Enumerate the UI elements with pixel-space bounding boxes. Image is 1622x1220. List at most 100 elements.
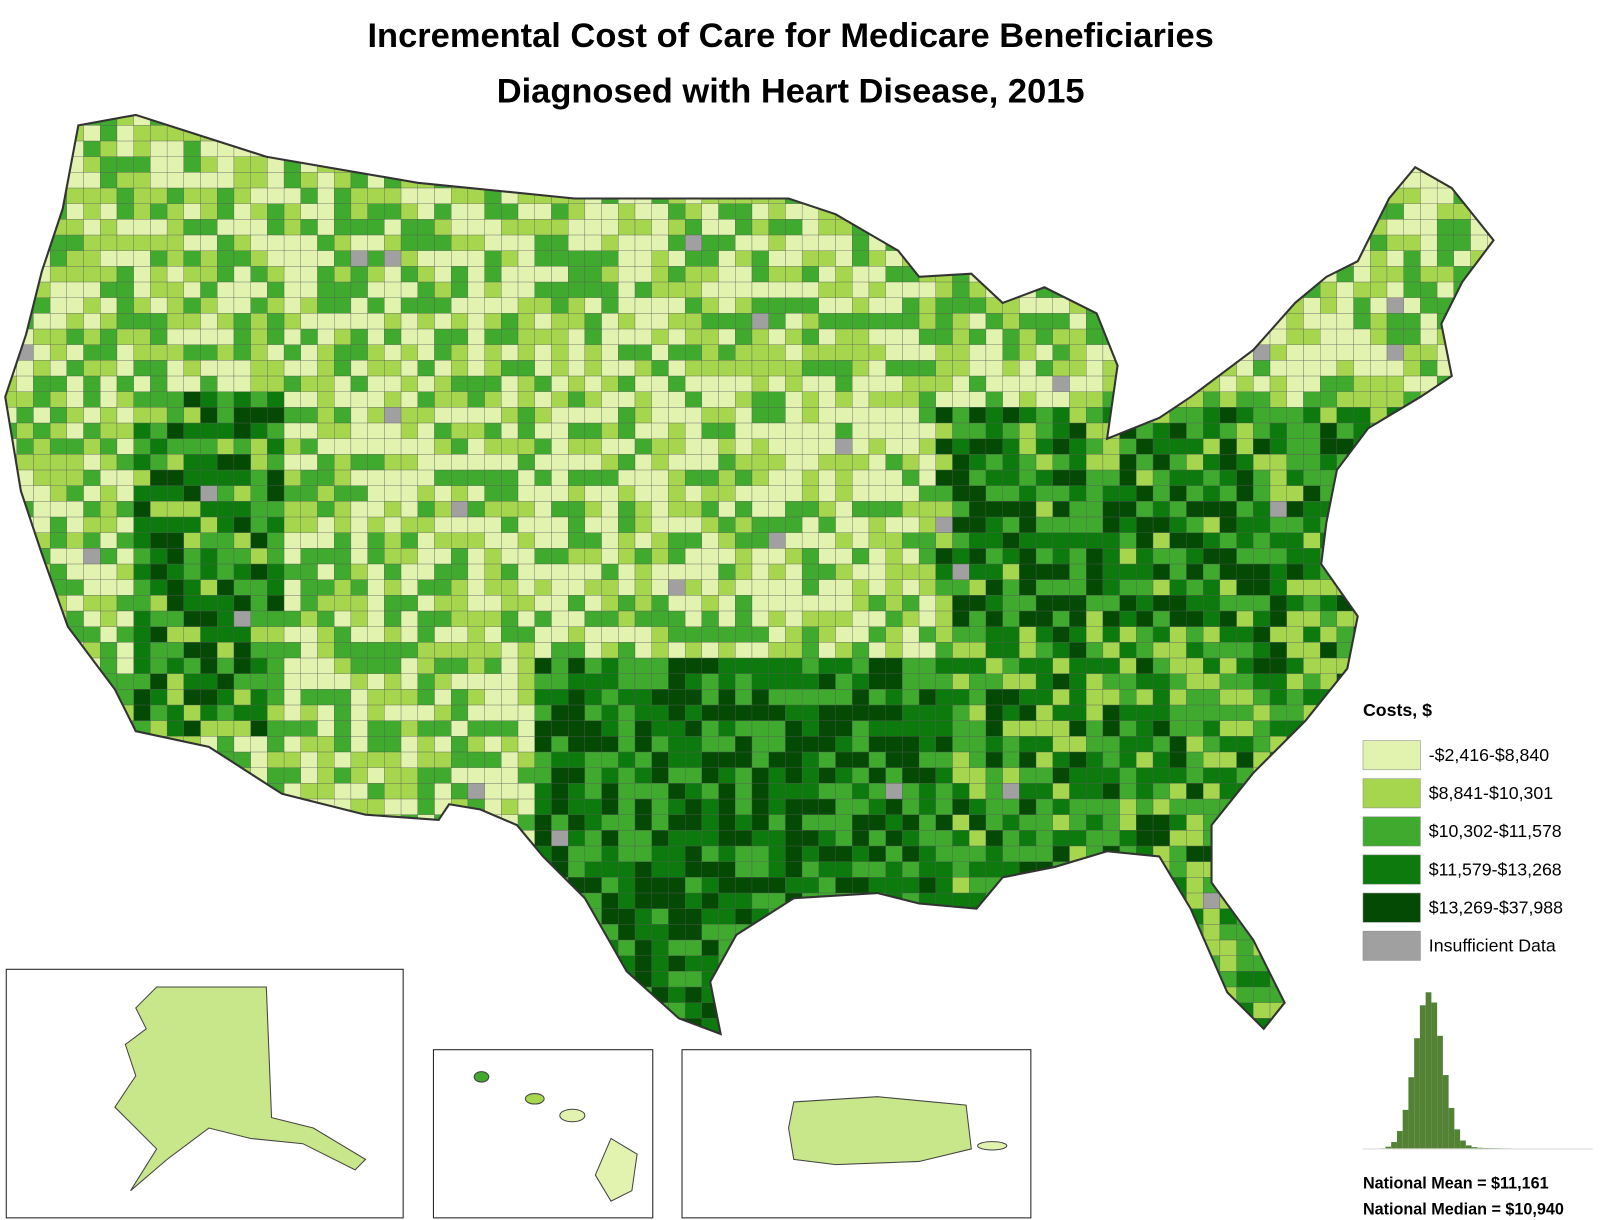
- county: [267, 114, 285, 126]
- county: [150, 877, 168, 894]
- county: [317, 673, 335, 690]
- county: [852, 360, 870, 377]
- county: [568, 438, 586, 455]
- county: [1052, 516, 1070, 533]
- county: [902, 861, 920, 878]
- county: [250, 657, 268, 674]
- county: [1453, 422, 1471, 439]
- county: [668, 250, 686, 267]
- county: [1052, 720, 1070, 737]
- county: [801, 360, 819, 377]
- county: [1436, 438, 1455, 455]
- county: [634, 830, 652, 847]
- county: [150, 610, 168, 627]
- county: [751, 845, 769, 862]
- county: [902, 595, 920, 612]
- county: [300, 114, 318, 126]
- county: [601, 187, 619, 204]
- county: [969, 689, 987, 706]
- county: [952, 845, 970, 862]
- county: [768, 438, 786, 455]
- county: [1102, 783, 1120, 800]
- county: [33, 657, 51, 674]
- county: [5, 689, 17, 706]
- county: [1303, 328, 1321, 345]
- county: [668, 673, 686, 690]
- county: [985, 720, 1003, 737]
- county: [568, 313, 586, 330]
- county: [1403, 579, 1421, 596]
- county: [317, 861, 335, 878]
- county: [150, 375, 168, 392]
- county: [568, 266, 586, 283]
- county: [584, 595, 602, 612]
- county: [317, 892, 335, 909]
- county: [1286, 281, 1304, 298]
- county: [1470, 485, 1488, 502]
- county: [852, 845, 870, 862]
- county: [1236, 939, 1254, 956]
- county: [1453, 877, 1471, 894]
- county: [33, 501, 51, 518]
- county: [1453, 673, 1471, 690]
- county: [267, 281, 285, 298]
- county: [534, 548, 552, 565]
- county: [1487, 172, 1494, 189]
- county: [1035, 736, 1053, 753]
- county: [684, 814, 703, 831]
- county: [718, 689, 736, 706]
- county: [83, 391, 101, 408]
- county: [1086, 548, 1104, 565]
- county: [551, 971, 569, 988]
- county: [267, 485, 285, 502]
- county: [233, 344, 251, 361]
- county: [317, 626, 335, 643]
- county: [1320, 156, 1338, 173]
- county: [1136, 736, 1154, 753]
- county: [434, 469, 452, 486]
- county: [1102, 595, 1120, 612]
- county: [1236, 642, 1254, 659]
- county: [651, 595, 669, 612]
- county: [1019, 469, 1037, 486]
- county: [367, 375, 385, 392]
- county: [1219, 156, 1237, 173]
- county: [918, 297, 936, 314]
- county: [568, 563, 586, 580]
- county: [300, 689, 318, 706]
- county: [283, 469, 301, 486]
- county: [584, 579, 602, 596]
- county: [1320, 234, 1338, 251]
- county: [484, 939, 502, 956]
- county: [300, 939, 318, 956]
- county: [83, 140, 101, 157]
- county: [1052, 360, 1070, 377]
- county: [66, 281, 84, 298]
- county: [451, 720, 469, 737]
- county: [200, 219, 218, 236]
- county: [5, 845, 17, 862]
- county: [1303, 892, 1321, 909]
- county: [902, 328, 920, 345]
- county: [1052, 548, 1070, 565]
- county: [1269, 548, 1287, 565]
- county: [417, 626, 435, 643]
- county: [935, 407, 953, 424]
- county: [166, 234, 184, 251]
- county: [835, 114, 853, 126]
- county: [1320, 438, 1338, 455]
- county: [902, 203, 920, 220]
- county: [1136, 203, 1154, 220]
- county: [1019, 689, 1037, 706]
- county: [1353, 266, 1371, 283]
- county: [451, 642, 469, 659]
- county: [33, 579, 51, 596]
- county: [100, 516, 118, 533]
- county: [1035, 798, 1053, 815]
- county: [233, 391, 251, 408]
- county: [1370, 125, 1388, 142]
- county: [200, 454, 218, 471]
- county: [183, 187, 201, 204]
- county: [267, 328, 285, 345]
- county: [801, 250, 819, 267]
